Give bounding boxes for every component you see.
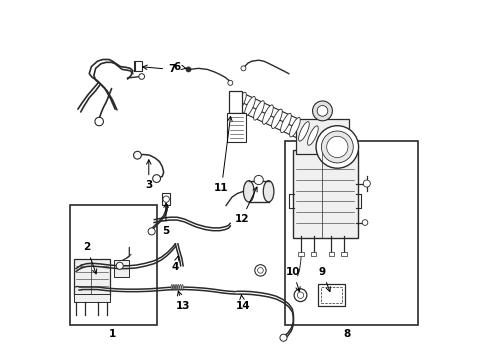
Circle shape [279, 334, 286, 341]
FancyBboxPatch shape [227, 113, 245, 142]
Text: 4: 4 [171, 256, 179, 272]
Ellipse shape [175, 284, 177, 290]
FancyBboxPatch shape [296, 119, 348, 154]
Bar [285, 141, 417, 325]
Ellipse shape [316, 130, 326, 149]
Bar [340, 252, 346, 256]
Circle shape [227, 80, 232, 85]
Ellipse shape [177, 284, 179, 290]
Circle shape [254, 265, 265, 276]
Text: 10: 10 [285, 267, 300, 292]
Text: 1: 1 [109, 329, 116, 339]
Circle shape [163, 196, 169, 202]
Circle shape [362, 220, 367, 225]
Text: 7: 7 [142, 64, 175, 75]
Ellipse shape [179, 284, 181, 290]
Bar [228, 91, 242, 113]
Ellipse shape [235, 92, 246, 112]
Bar [162, 193, 170, 205]
Ellipse shape [262, 105, 273, 124]
Ellipse shape [173, 284, 174, 290]
Ellipse shape [315, 126, 358, 168]
FancyBboxPatch shape [74, 259, 110, 296]
Ellipse shape [298, 122, 308, 141]
FancyBboxPatch shape [292, 150, 357, 238]
Ellipse shape [244, 96, 255, 116]
Circle shape [95, 117, 103, 126]
Bar [310, 252, 316, 256]
Bar [70, 205, 157, 325]
Ellipse shape [326, 136, 347, 158]
Circle shape [148, 228, 155, 235]
Text: 5: 5 [162, 203, 169, 237]
Circle shape [133, 151, 141, 159]
Text: 8: 8 [343, 329, 350, 339]
Bar [298, 252, 304, 256]
Text: 3: 3 [145, 160, 152, 190]
Ellipse shape [182, 284, 183, 290]
Bar [135, 61, 142, 71]
FancyBboxPatch shape [321, 287, 341, 303]
Circle shape [116, 262, 123, 269]
Ellipse shape [280, 113, 291, 133]
Circle shape [139, 74, 144, 79]
Circle shape [312, 101, 332, 121]
Ellipse shape [253, 101, 264, 120]
Text: 6: 6 [173, 62, 186, 72]
Ellipse shape [307, 126, 318, 145]
Ellipse shape [171, 284, 172, 290]
Text: 12: 12 [234, 187, 257, 224]
Ellipse shape [263, 181, 273, 202]
Circle shape [254, 175, 263, 185]
Bar [114, 260, 129, 278]
Ellipse shape [243, 181, 254, 202]
Ellipse shape [289, 117, 300, 137]
Ellipse shape [321, 131, 352, 163]
FancyBboxPatch shape [317, 284, 345, 306]
Text: 9: 9 [318, 267, 330, 292]
Circle shape [297, 292, 303, 298]
Text: 2: 2 [83, 242, 97, 274]
Text: 11: 11 [214, 117, 232, 193]
Text: 13: 13 [175, 291, 190, 311]
Text: 14: 14 [235, 295, 249, 311]
Circle shape [241, 66, 245, 71]
Bar [74, 294, 110, 302]
Bar [328, 252, 333, 256]
Ellipse shape [271, 109, 282, 129]
Circle shape [293, 289, 306, 302]
Circle shape [152, 175, 160, 183]
Circle shape [257, 267, 263, 273]
Circle shape [185, 67, 191, 72]
Circle shape [363, 180, 369, 187]
Circle shape [317, 105, 327, 116]
